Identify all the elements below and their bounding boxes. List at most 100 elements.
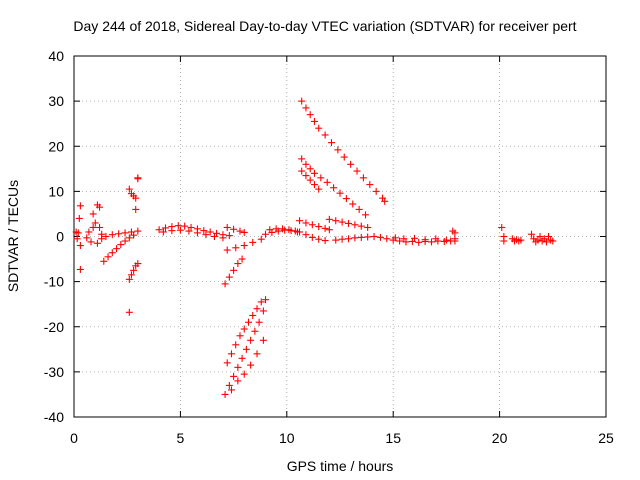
data-point <box>234 363 242 371</box>
data-point <box>89 210 97 218</box>
data-point <box>125 234 133 242</box>
data-point <box>334 146 342 154</box>
data-point <box>238 255 246 263</box>
data-point <box>340 153 348 161</box>
data-point <box>517 236 525 244</box>
data-point <box>259 307 267 315</box>
data-point <box>327 139 335 147</box>
data-point <box>227 386 235 394</box>
data-point <box>159 228 167 236</box>
data-point <box>134 175 142 183</box>
data-point <box>315 124 323 132</box>
data-point <box>102 233 110 240</box>
data-point <box>266 226 274 234</box>
data-point <box>155 226 163 234</box>
data-point <box>76 242 84 250</box>
data-point <box>306 111 314 119</box>
data-point <box>383 235 391 243</box>
data-point <box>315 235 323 243</box>
data-point <box>325 215 333 223</box>
data-point <box>298 155 306 163</box>
data-point <box>310 181 318 189</box>
data-point <box>262 296 270 304</box>
data-point <box>232 341 240 349</box>
data-point <box>338 235 346 243</box>
data-point <box>193 229 201 237</box>
x-tick-label: 20 <box>492 430 508 446</box>
data-point <box>115 230 123 238</box>
data-point <box>442 236 450 244</box>
data-point <box>359 174 367 182</box>
data-point <box>75 214 83 222</box>
data-point <box>125 308 133 316</box>
data-point <box>451 229 459 237</box>
data-point <box>302 160 310 168</box>
data-point <box>76 265 84 273</box>
data-point <box>381 197 389 205</box>
data-point <box>330 184 338 192</box>
data-point <box>162 224 170 232</box>
data-point <box>336 189 344 197</box>
data-point <box>168 227 176 235</box>
data-point <box>308 233 316 241</box>
data-point <box>230 372 238 380</box>
data-point <box>372 187 380 195</box>
data-point <box>187 223 195 231</box>
data-point <box>225 273 233 281</box>
data-point <box>298 167 306 175</box>
data-point <box>225 381 233 389</box>
data-point <box>134 227 142 235</box>
data-point <box>249 238 257 246</box>
data-points <box>72 97 557 398</box>
data-point <box>125 185 133 193</box>
data-point <box>121 237 129 245</box>
data-point <box>317 174 325 182</box>
data-point <box>428 238 436 246</box>
data-point <box>185 227 193 235</box>
data-point <box>347 160 355 168</box>
data-point <box>174 222 182 230</box>
data-point <box>247 361 255 369</box>
data-point <box>240 242 248 250</box>
data-point <box>310 117 318 125</box>
data-point <box>451 237 459 245</box>
data-point <box>176 226 184 234</box>
data-point <box>108 231 116 239</box>
data-point <box>410 234 418 242</box>
data-point <box>528 230 536 238</box>
y-tick-label: -30 <box>44 364 64 380</box>
y-tick-label: -40 <box>44 409 64 425</box>
data-point <box>262 230 270 238</box>
data-point <box>223 223 231 231</box>
data-point <box>225 232 233 240</box>
data-point <box>364 233 372 241</box>
data-point <box>240 325 248 333</box>
data-point <box>232 244 240 252</box>
data-point <box>545 233 553 240</box>
data-point <box>236 332 244 340</box>
data-point <box>549 237 557 245</box>
data-point <box>498 223 506 231</box>
data-point <box>500 233 508 240</box>
x-tick-label: 10 <box>279 430 295 446</box>
data-point <box>534 236 542 244</box>
data-point <box>236 227 244 235</box>
data-point <box>362 211 370 219</box>
data-point <box>83 234 91 242</box>
data-point <box>302 219 310 227</box>
data-point <box>432 235 440 243</box>
data-point <box>355 205 363 213</box>
data-point <box>85 228 93 236</box>
data-point <box>242 345 250 353</box>
data-point <box>238 354 246 362</box>
y-axis-label: SDTVAR / TECUs <box>5 180 21 292</box>
data-point <box>127 271 135 279</box>
y-tick-label: 30 <box>48 93 64 109</box>
y-tick-label: -10 <box>44 274 64 290</box>
data-point <box>342 195 350 203</box>
data-point <box>353 167 361 175</box>
data-point <box>325 226 333 234</box>
data-point <box>91 219 99 227</box>
data-point <box>321 237 329 245</box>
